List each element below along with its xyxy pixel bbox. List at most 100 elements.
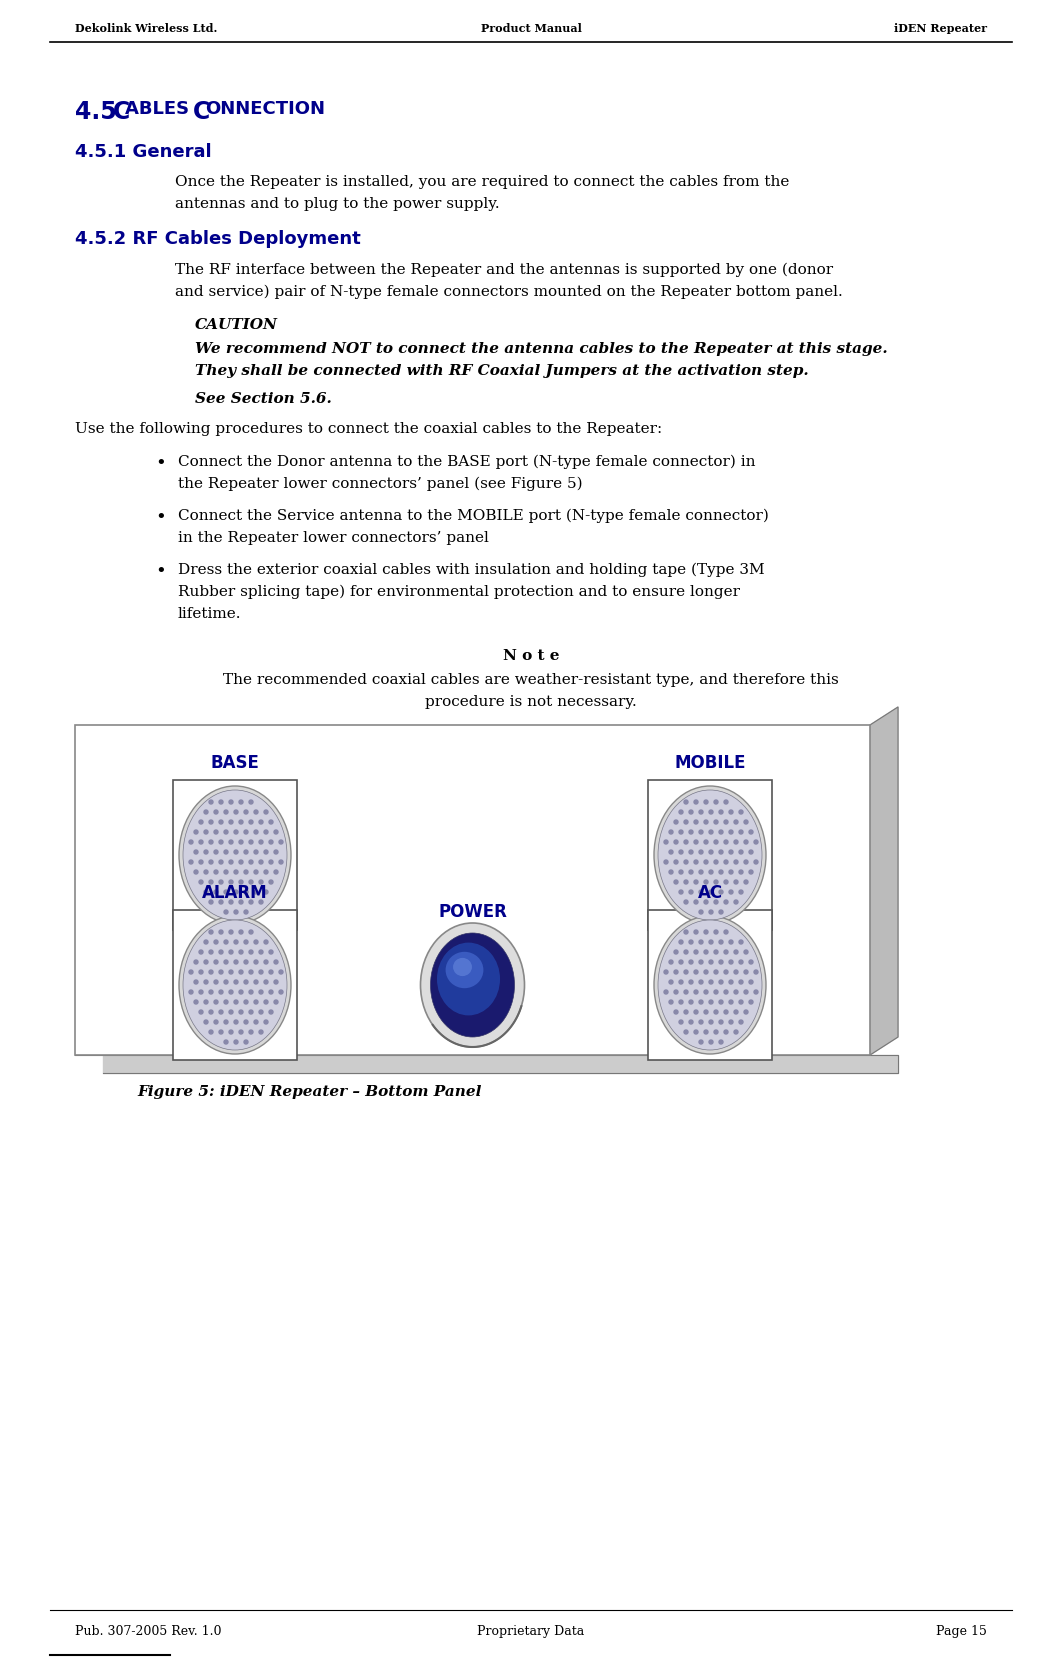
Circle shape bbox=[239, 970, 243, 974]
Circle shape bbox=[254, 1000, 258, 1004]
Circle shape bbox=[215, 810, 218, 813]
Circle shape bbox=[254, 870, 258, 874]
Circle shape bbox=[684, 950, 688, 954]
Circle shape bbox=[219, 800, 223, 803]
Circle shape bbox=[674, 820, 678, 823]
Circle shape bbox=[209, 930, 213, 934]
Circle shape bbox=[669, 830, 673, 834]
Circle shape bbox=[239, 880, 243, 884]
Circle shape bbox=[669, 1000, 673, 1004]
Circle shape bbox=[739, 980, 743, 984]
Circle shape bbox=[269, 820, 273, 823]
Circle shape bbox=[199, 970, 203, 974]
Circle shape bbox=[693, 1010, 698, 1014]
Circle shape bbox=[189, 840, 193, 844]
Text: ALARM: ALARM bbox=[202, 884, 268, 902]
Circle shape bbox=[279, 970, 282, 974]
Circle shape bbox=[189, 990, 193, 994]
Circle shape bbox=[244, 940, 249, 944]
Circle shape bbox=[724, 800, 727, 803]
Circle shape bbox=[704, 800, 708, 803]
Circle shape bbox=[719, 910, 723, 914]
Circle shape bbox=[249, 820, 253, 823]
Circle shape bbox=[739, 960, 743, 964]
Circle shape bbox=[734, 1010, 738, 1014]
Circle shape bbox=[209, 990, 213, 994]
Circle shape bbox=[244, 980, 249, 984]
Circle shape bbox=[264, 940, 268, 944]
Circle shape bbox=[219, 950, 223, 954]
Circle shape bbox=[244, 830, 249, 834]
Circle shape bbox=[704, 930, 708, 934]
Circle shape bbox=[693, 930, 698, 934]
Circle shape bbox=[664, 990, 668, 994]
Circle shape bbox=[719, 830, 723, 834]
Circle shape bbox=[754, 990, 758, 994]
Circle shape bbox=[219, 860, 223, 864]
Circle shape bbox=[269, 860, 273, 864]
Text: •: • bbox=[155, 508, 166, 527]
Text: Pub. 307-2005 Rev. 1.0: Pub. 307-2005 Rev. 1.0 bbox=[75, 1625, 222, 1639]
Circle shape bbox=[219, 840, 223, 844]
Text: POWER: POWER bbox=[438, 904, 507, 920]
Circle shape bbox=[684, 990, 688, 994]
Circle shape bbox=[704, 970, 708, 974]
Circle shape bbox=[249, 900, 253, 904]
Circle shape bbox=[729, 850, 733, 854]
Circle shape bbox=[224, 1000, 228, 1004]
Circle shape bbox=[274, 1000, 278, 1004]
Circle shape bbox=[714, 990, 718, 994]
Circle shape bbox=[215, 1020, 218, 1024]
Circle shape bbox=[274, 980, 278, 984]
Circle shape bbox=[744, 820, 748, 823]
Circle shape bbox=[234, 850, 238, 854]
Circle shape bbox=[274, 850, 278, 854]
Circle shape bbox=[684, 930, 688, 934]
Text: 4.5.1 General: 4.5.1 General bbox=[75, 143, 211, 162]
Circle shape bbox=[749, 870, 753, 874]
Circle shape bbox=[244, 960, 249, 964]
Circle shape bbox=[204, 870, 208, 874]
Text: The recommended coaxial cables are weather-resistant type, and therefore this: The recommended coaxial cables are weath… bbox=[223, 673, 839, 687]
Circle shape bbox=[239, 820, 243, 823]
Text: AC: AC bbox=[698, 884, 722, 902]
Circle shape bbox=[204, 830, 208, 834]
Circle shape bbox=[269, 970, 273, 974]
Circle shape bbox=[714, 860, 718, 864]
Circle shape bbox=[234, 960, 238, 964]
Polygon shape bbox=[870, 707, 898, 1055]
Text: and service) pair of N-type female connectors mounted on the Repeater bottom pan: and service) pair of N-type female conne… bbox=[175, 285, 843, 300]
Circle shape bbox=[744, 990, 748, 994]
Circle shape bbox=[669, 850, 673, 854]
Circle shape bbox=[739, 850, 743, 854]
Circle shape bbox=[724, 820, 727, 823]
Circle shape bbox=[729, 1020, 733, 1024]
Circle shape bbox=[224, 870, 228, 874]
Circle shape bbox=[714, 900, 718, 904]
Circle shape bbox=[709, 830, 713, 834]
Ellipse shape bbox=[421, 924, 525, 1047]
Circle shape bbox=[234, 1020, 238, 1024]
Circle shape bbox=[693, 970, 698, 974]
Circle shape bbox=[229, 800, 233, 803]
Circle shape bbox=[749, 960, 753, 964]
Text: Use the following procedures to connect the coaxial cables to the Repeater:: Use the following procedures to connect … bbox=[75, 422, 663, 437]
Circle shape bbox=[224, 960, 228, 964]
Circle shape bbox=[714, 970, 718, 974]
Circle shape bbox=[749, 980, 753, 984]
Circle shape bbox=[684, 860, 688, 864]
Circle shape bbox=[693, 840, 698, 844]
Circle shape bbox=[224, 1020, 228, 1024]
Circle shape bbox=[709, 980, 713, 984]
Text: C: C bbox=[193, 100, 210, 123]
Circle shape bbox=[264, 870, 268, 874]
Circle shape bbox=[239, 900, 243, 904]
Circle shape bbox=[689, 980, 693, 984]
Circle shape bbox=[189, 860, 193, 864]
Ellipse shape bbox=[179, 787, 291, 924]
Circle shape bbox=[279, 840, 282, 844]
Circle shape bbox=[714, 800, 718, 803]
Circle shape bbox=[239, 930, 243, 934]
Circle shape bbox=[693, 950, 698, 954]
Circle shape bbox=[194, 980, 198, 984]
